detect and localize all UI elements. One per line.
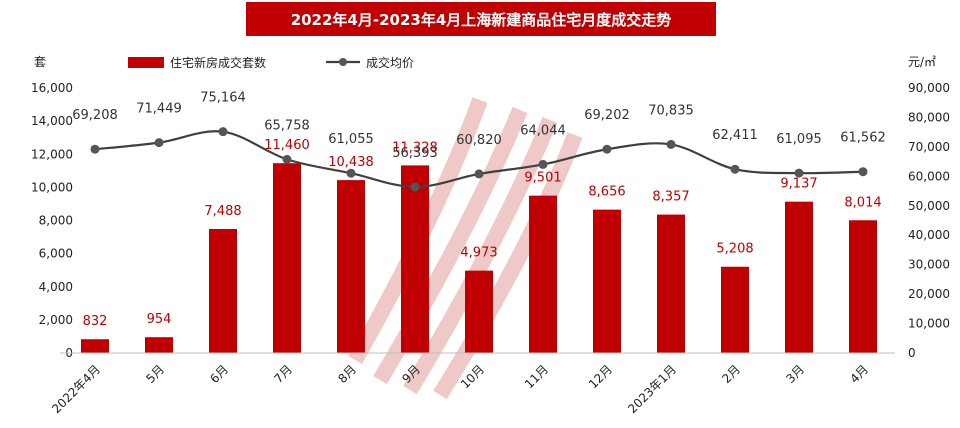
right-tick-label: 0 bbox=[908, 346, 916, 360]
price-value-label: 69,202 bbox=[584, 108, 630, 123]
price-point bbox=[730, 164, 740, 174]
bar-value-label: 8,014 bbox=[844, 195, 881, 210]
price-value-label: 71,449 bbox=[136, 102, 182, 117]
price-value-label: 75,164 bbox=[200, 91, 246, 106]
x-tick-label: 3月 bbox=[783, 362, 807, 386]
price-value-label: 65,758 bbox=[264, 118, 310, 133]
bar-value-label: 954 bbox=[147, 312, 172, 327]
price-value-label: 61,562 bbox=[840, 131, 886, 146]
left-tick-label: 8,000 bbox=[39, 214, 73, 228]
x-tick-label: 2022年4月 bbox=[49, 362, 103, 416]
left-tick-label: 16,000 bbox=[31, 81, 73, 95]
price-value-label: 70,835 bbox=[648, 103, 694, 118]
right-tick-label: 50,000 bbox=[908, 199, 950, 213]
left-tick-label: 2,000 bbox=[39, 313, 73, 327]
bar-value-label: 9,137 bbox=[780, 177, 817, 192]
bar bbox=[721, 266, 749, 353]
right-axis-unit: 元/㎡ bbox=[908, 55, 936, 69]
price-value-label: 61,055 bbox=[328, 132, 374, 147]
x-tick-label: 12月 bbox=[586, 362, 615, 391]
right-tick-label: 40,000 bbox=[908, 228, 950, 242]
bar-series bbox=[60, 163, 895, 354]
price-point bbox=[538, 159, 548, 169]
legend-swatch-bar bbox=[128, 57, 164, 68]
left-tick-label: 6,000 bbox=[39, 247, 73, 261]
legend-label-line: 成交均价 bbox=[366, 55, 414, 70]
right-tick-label: 20,000 bbox=[908, 287, 950, 301]
right-tick-label: 90,000 bbox=[908, 81, 950, 95]
price-value-label: 60,820 bbox=[456, 133, 502, 148]
legend-label-bar: 住宅新房成交套数 bbox=[170, 55, 266, 70]
right-tick-label: 30,000 bbox=[908, 258, 950, 272]
bar bbox=[81, 339, 109, 353]
price-value-label: 62,411 bbox=[712, 128, 758, 143]
left-tick-label: 12,000 bbox=[31, 147, 73, 161]
right-tick-label: 80,000 bbox=[908, 110, 950, 124]
price-point bbox=[90, 144, 100, 154]
bar-value-label: 4,973 bbox=[460, 246, 497, 261]
price-value-label: 61,095 bbox=[776, 132, 822, 147]
bar bbox=[209, 228, 237, 353]
bar bbox=[529, 195, 557, 353]
bar-value-label: 8,656 bbox=[588, 185, 625, 200]
bar bbox=[785, 201, 813, 353]
x-tick-label: 8月 bbox=[335, 362, 359, 386]
bar bbox=[465, 270, 493, 353]
price-point bbox=[666, 139, 676, 149]
price-point bbox=[410, 182, 420, 192]
bar bbox=[273, 163, 301, 353]
left-tick-label: 10,000 bbox=[31, 180, 73, 194]
price-point bbox=[154, 138, 164, 148]
x-tick-label: 2月 bbox=[719, 362, 743, 386]
x-tick-label: 4月 bbox=[847, 362, 871, 386]
price-value-label: 69,208 bbox=[72, 108, 118, 123]
right-axis: 0 10,000 20,000 30,000 40,000 50,000 60,000 70,… bbox=[908, 55, 950, 360]
bar bbox=[401, 165, 429, 353]
bar bbox=[593, 209, 621, 353]
bar-value-label: 5,208 bbox=[716, 242, 753, 257]
price-point bbox=[602, 144, 612, 154]
left-tick-label: 14,000 bbox=[31, 114, 73, 128]
legend-swatch-point bbox=[339, 58, 347, 66]
right-tick-label: 60,000 bbox=[908, 169, 950, 183]
x-tick-label: 11月 bbox=[522, 362, 551, 391]
watermark-arc bbox=[403, 116, 558, 395]
price-point bbox=[282, 154, 292, 164]
bar bbox=[145, 337, 173, 353]
price-point bbox=[858, 167, 868, 177]
x-tick-label: 6月 bbox=[207, 362, 231, 386]
legend: 住宅新房成交套数 成交均价 bbox=[128, 55, 414, 70]
left-axis: 02,0004,0006,0008,00010,00012,00014,0001… bbox=[31, 55, 73, 360]
bar-value-label: 832 bbox=[83, 314, 108, 329]
chart-title: 2022年4月-2023年4月上海新建商品住宅月度成交走势 bbox=[246, 2, 716, 36]
price-point bbox=[474, 169, 484, 179]
watermark-arc bbox=[433, 132, 583, 400]
bar-value-label: 7,488 bbox=[204, 204, 241, 219]
price-point bbox=[218, 127, 228, 137]
left-tick-label: 4,000 bbox=[39, 280, 73, 294]
bar-value-label: 8,357 bbox=[652, 190, 689, 205]
bar-value-label: 10,438 bbox=[328, 155, 374, 170]
x-tick-label: 5月 bbox=[143, 362, 167, 386]
bar-value-label: 11,328 bbox=[392, 140, 438, 155]
bar bbox=[337, 180, 365, 353]
right-tick-label: 70,000 bbox=[908, 140, 950, 154]
price-value-label: 56,393 bbox=[392, 146, 438, 161]
bar bbox=[657, 214, 685, 353]
right-tick-label: 10,000 bbox=[908, 317, 950, 331]
price-point bbox=[794, 168, 804, 178]
left-axis-unit: 套 bbox=[34, 55, 46, 69]
x-tick-label: 2023年1月 bbox=[625, 362, 679, 416]
bar-value-label: 9,501 bbox=[524, 171, 561, 186]
x-tick-label: 7月 bbox=[271, 362, 295, 386]
bar-value-label: 11,460 bbox=[264, 138, 310, 153]
price-value-label: 64,044 bbox=[520, 123, 566, 138]
bar bbox=[849, 220, 877, 353]
line-series: 832 954 7,488 11,460 10,438 11,328 4,973 9,501 8… bbox=[72, 91, 886, 330]
price-point bbox=[346, 168, 356, 178]
